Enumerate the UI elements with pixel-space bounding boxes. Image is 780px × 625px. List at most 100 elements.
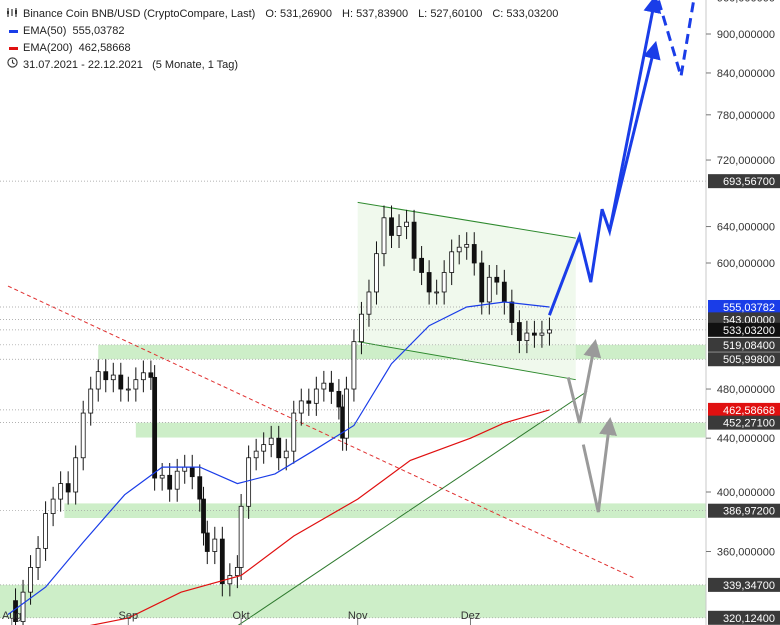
y-tick-label: 840,000000: [717, 68, 775, 80]
candle-body: [328, 382, 334, 392]
candle-body: [159, 474, 165, 479]
candle-body: [148, 372, 154, 378]
candle-body: [456, 246, 462, 253]
candle-body: [58, 483, 64, 500]
candle-body: [291, 412, 297, 452]
candle-body: [118, 374, 124, 390]
candle-body: [381, 217, 387, 255]
candle-body: [486, 276, 492, 303]
y-tick-label: 720,000000: [717, 155, 775, 167]
open-value: 531,26900: [280, 8, 332, 20]
y-tick-label: 900,000000: [717, 29, 775, 41]
candle-body: [351, 341, 357, 390]
high-label: H:: [342, 8, 353, 20]
candle-body: [20, 591, 26, 622]
ema50-swatch: [9, 30, 18, 33]
y-tick-label: 780,000000: [717, 110, 775, 122]
ema50-line: [7, 301, 550, 615]
candle-body: [140, 372, 146, 381]
price-label-text: 320,12400: [723, 613, 775, 625]
price-label-text: 519,08400: [723, 340, 775, 352]
candle-body: [524, 332, 530, 341]
candle-body: [167, 474, 173, 490]
support-zone: [64, 503, 706, 519]
chart-legend: Binance Coin BNB/USD (CryptoCompare, Las…: [6, 6, 558, 74]
trend-lines: [0, 180, 706, 625]
downtrend-line: [7, 285, 637, 580]
candle-body: [201, 498, 206, 534]
candle-body: [197, 476, 203, 500]
open-label: O:: [265, 8, 277, 20]
candle-body: [343, 388, 349, 439]
price-label-box: [708, 610, 780, 625]
candle-body: [189, 466, 195, 478]
candle-body: [234, 567, 240, 576]
x-tick-label: Aug: [2, 610, 22, 622]
ema50-label: EMA(50): [23, 25, 67, 37]
candle-body: [404, 221, 409, 227]
candle-body: [532, 332, 537, 336]
legend-period-row: 31.07.2021 - 22.12.2021 (5 Monate, 1 Tag…: [6, 57, 558, 74]
low-label: L:: [418, 8, 428, 20]
x-tick-label: Dez: [461, 610, 481, 622]
candle-body: [313, 388, 319, 404]
y-tick-label: 960,000000: [717, 0, 775, 5]
price-label-text: 693,56700: [723, 176, 775, 188]
high-value: 537,83900: [356, 8, 409, 20]
candle-body: [43, 513, 48, 549]
candle-body: [471, 244, 477, 264]
candle-body: [261, 444, 267, 452]
candle-body: [73, 457, 79, 493]
candle-body: [50, 498, 56, 514]
price-label-box: [708, 337, 780, 352]
price-label-box: [708, 415, 780, 430]
candle-body: [88, 388, 94, 414]
candle-body: [133, 379, 139, 390]
candle-body: [434, 291, 440, 294]
x-tick-label: Nov: [348, 610, 368, 622]
price-label-box: [708, 402, 780, 417]
candle-body: [389, 217, 394, 236]
candle-body: [80, 412, 86, 459]
price-label-text: 505,99800: [723, 354, 775, 366]
y-tick-label: 640,000000: [717, 222, 775, 234]
candle-body: [494, 276, 500, 283]
ema50-value: 555,03782: [72, 25, 125, 37]
candle-body: [246, 457, 252, 507]
candle-body: [283, 450, 289, 459]
candle-body: [306, 400, 312, 404]
clock-icon: [6, 57, 18, 74]
candle-body: [501, 281, 507, 303]
candle-body: [298, 400, 304, 414]
price-label-text: 533,03200: [723, 325, 775, 337]
close-value: 533,03200: [506, 8, 559, 20]
price-label-text: 339,34700: [723, 580, 775, 592]
candle-body: [212, 538, 218, 552]
ema-lines: [7, 301, 550, 625]
candle-body: [336, 390, 342, 408]
candle-body: [276, 437, 282, 459]
legend-ema200-row: EMA(200) 462,58668: [6, 40, 558, 57]
candle-body: [321, 382, 327, 390]
candle-body: [35, 547, 41, 568]
y-tick-label: 480,000000: [717, 384, 775, 396]
legend-instrument-row: Binance Coin BNB/USD (CryptoCompare, Las…: [6, 6, 558, 23]
candle-body: [238, 505, 244, 568]
candle-body: [219, 538, 225, 585]
y-tick-label: 440,000000: [717, 433, 775, 445]
price-label-box: [708, 503, 780, 518]
candle-body: [268, 437, 274, 446]
channel-lower-line: [357, 341, 576, 381]
candle-body: [253, 450, 259, 459]
candle-body: [449, 251, 455, 273]
candle-body: [182, 466, 188, 472]
candle-body: [509, 301, 515, 323]
ema200-label: EMA(200): [23, 42, 73, 54]
scenario-dashed-arrow: [657, 0, 696, 77]
ema200-line: [89, 409, 550, 625]
x-tick-label: Sep: [119, 610, 139, 622]
price-label-text: 386,97200: [723, 506, 775, 518]
candle-body: [152, 376, 158, 479]
candlesticks: [13, 205, 552, 625]
